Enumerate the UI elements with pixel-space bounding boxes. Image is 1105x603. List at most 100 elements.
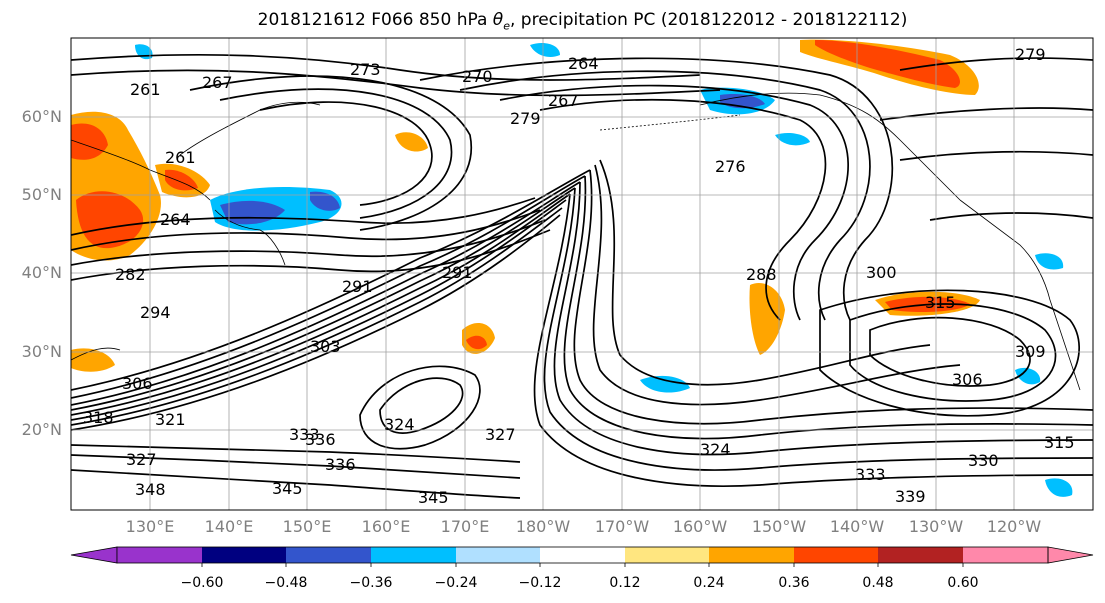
- lon-label-150e: 150°E: [282, 517, 332, 536]
- title-subscript: e: [503, 19, 510, 33]
- lat-label-50n: 50°N: [21, 185, 62, 204]
- contour-label: 273: [350, 60, 381, 79]
- contour-label: 270: [462, 67, 493, 86]
- precip-patch: [640, 375, 690, 393]
- lon-label-160w: 160°W: [672, 517, 728, 536]
- contour-line: [71, 175, 586, 399]
- colorbar-segment: [286, 547, 371, 563]
- contour-line: [71, 469, 521, 499]
- contour-label: 321: [155, 410, 186, 429]
- colorbar-segment: [625, 547, 709, 563]
- precip-patch: [71, 123, 108, 160]
- contour-label: 264: [568, 54, 599, 73]
- colorbar-segment: [794, 547, 878, 563]
- contour-label: 267: [202, 73, 233, 92]
- contour-label: 315: [1044, 433, 1075, 452]
- precip-patch: [1035, 253, 1064, 270]
- contour-label: 306: [122, 374, 153, 393]
- colorbar-tick-label: 0.48: [862, 575, 894, 591]
- contour-line: [573, 169, 1093, 425]
- contour-label: 327: [126, 450, 157, 469]
- theta-e-contours: [71, 53, 1093, 499]
- lon-label-180w: 180°W: [515, 517, 571, 536]
- colorbar-segment: [117, 547, 202, 563]
- contour-line: [71, 214, 561, 431]
- title-suffix: , precipitation PC (2018122012 - 2018122…: [509, 10, 908, 30]
- colorbar-extend-low: [70, 546, 118, 564]
- contour-label: 315: [925, 293, 956, 312]
- contour-label: 264: [160, 210, 191, 229]
- contour-line: [71, 193, 571, 416]
- contour-line: [592, 164, 961, 406]
- contour-line: [539, 98, 827, 321]
- contour-label: 345: [418, 488, 449, 507]
- lat-label-30n: 30°N: [21, 342, 62, 361]
- contour-line: [819, 289, 1080, 417]
- lon-label-120w: 120°W: [986, 517, 1042, 536]
- contour-line: [71, 207, 563, 426]
- contour-label: 339: [895, 487, 926, 506]
- colorbar-tick-label: −0.48: [264, 575, 308, 591]
- precip-patch: [466, 335, 487, 350]
- contour-label: 291: [442, 263, 473, 282]
- contour-line: [71, 187, 576, 411]
- precip-patch: [310, 191, 340, 211]
- contour-line: [533, 193, 1093, 487]
- precip-patch: [395, 132, 428, 152]
- contour-line: [71, 199, 567, 421]
- lon-label-140e: 140°E: [204, 517, 254, 536]
- contour-line: [543, 187, 1093, 471]
- contour-label: 261: [165, 148, 196, 167]
- contour-label: 348: [135, 480, 166, 499]
- contour-line: [219, 88, 453, 219]
- contour-line: [929, 212, 1093, 221]
- contour-label: 267: [548, 91, 579, 110]
- lon-label-140w: 140°W: [829, 517, 885, 536]
- coastline: [699, 92, 961, 201]
- colorbar-tick-label: 0.24: [693, 575, 725, 591]
- colorbar-extend-high: [1047, 546, 1094, 564]
- precip-patch: [76, 191, 144, 249]
- contour-label: 336: [325, 455, 356, 474]
- contour-line: [71, 209, 541, 251]
- lat-label-40n: 40°N: [21, 263, 62, 282]
- colorbar-tick-label: −0.36: [349, 575, 393, 591]
- contour-label: 282: [115, 265, 146, 284]
- precip-patch: [165, 169, 198, 191]
- contour-line: [869, 316, 1031, 387]
- contour-line: [189, 75, 473, 231]
- colorbar-tick-label: −0.60: [180, 575, 224, 591]
- contour-label: 279: [510, 109, 541, 128]
- contour-label: 324: [384, 415, 415, 434]
- contour-line: [553, 181, 1093, 456]
- colorbar-segment: [878, 547, 963, 563]
- colorbar-tick-marks: [201, 563, 964, 567]
- coastline: [959, 199, 1081, 391]
- contour-label: 261: [130, 80, 161, 99]
- colorbar-frame: [116, 546, 1049, 564]
- colorbar-segment: [456, 547, 540, 563]
- contour-label: 294: [140, 303, 171, 322]
- contour-label: 324: [700, 440, 731, 459]
- coastline: [179, 101, 321, 156]
- contour-label: 333: [855, 465, 886, 484]
- lon-label-160e: 160°E: [361, 517, 411, 536]
- contour-line: [459, 70, 871, 321]
- contour-label: 330: [968, 451, 999, 470]
- contour-line: [71, 219, 546, 266]
- coastlines: [71, 92, 1081, 391]
- title-prefix: 2018121612 F066 850 hPa: [257, 10, 493, 30]
- map-background: [71, 38, 1093, 510]
- map-title: 2018121612 F066 850 hPa θe, precipitatio…: [0, 10, 1105, 32]
- contour-labels: 261 261 264 264 267 267 270 273 276 279 …: [83, 45, 1075, 507]
- colorbar-tick-label: 0.12: [609, 575, 641, 591]
- contour-line: [71, 229, 551, 281]
- contour-line: [71, 69, 721, 97]
- title-theta: θ: [492, 10, 504, 30]
- contour-line: [563, 175, 1093, 440]
- colorbar-segment: [963, 547, 1048, 563]
- contour-line: [359, 365, 481, 450]
- colorbar-segment: [709, 547, 794, 563]
- contour-label: 336: [305, 430, 336, 449]
- lon-label-130e: 130°E: [125, 517, 175, 536]
